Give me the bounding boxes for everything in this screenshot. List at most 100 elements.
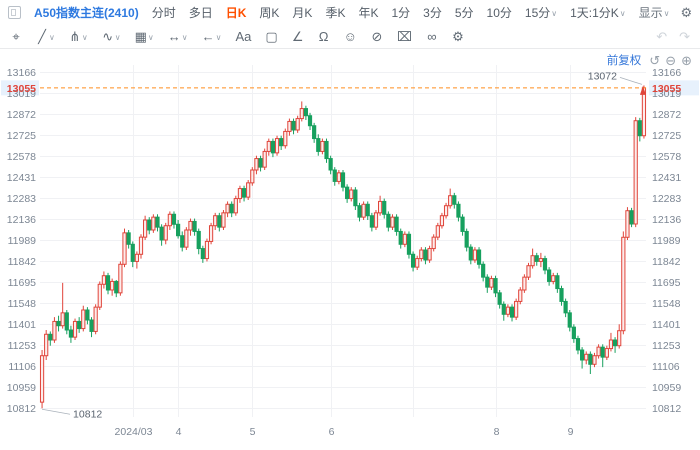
period-item-3分[interactable]: 3分: [423, 5, 442, 20]
period-item-季K[interactable]: 季K: [325, 5, 346, 20]
chevron-down-icon: ∨: [619, 8, 626, 18]
y-tick-right: 11989: [652, 235, 681, 247]
comment-tool[interactable]: ▢: [265, 28, 278, 44]
period-item-日K[interactable]: 日K: [225, 5, 247, 20]
arrow-tool[interactable]: ←∨: [201, 28, 222, 44]
y-tick-right: 12578: [652, 151, 681, 163]
wave-tool[interactable]: ∿ ∨: [102, 28, 121, 44]
measure-tool[interactable]: ↔∨: [167, 28, 188, 44]
y-tick-right: 11548: [652, 298, 681, 310]
y-tick-left: 13019: [7, 88, 36, 100]
price-line-and-labels: [1, 77, 699, 415]
toolbar-icon-group: ⚙▢∨◉⧉✎⤢▥: [681, 6, 700, 19]
y-tick-left: 11253: [8, 340, 37, 352]
settings-gear-icon[interactable]: ⚙: [680, 4, 693, 20]
low-price-annotation: 10812: [73, 408, 102, 420]
x-tick-label: 9: [568, 426, 574, 438]
chevron-down-icon: ∨: [181, 32, 188, 42]
y-tick-left: 12431: [7, 172, 36, 184]
undo-redo-group: ↶ ↷: [656, 30, 690, 43]
candlestick-chart[interactable]: 13166 13166 13019 13019 12872 12872 12725 12725…: [0, 49, 700, 445]
chart-controls: 前复权 ↺ ⊖ ⊕: [607, 52, 692, 68]
y-tick-left: 12578: [7, 151, 36, 163]
y-tick-left: 12283: [7, 193, 36, 205]
cursor-move-tool[interactable]: ⌖: [12, 28, 20, 44]
y-tick-right: 13166: [652, 67, 681, 79]
angle-tool[interactable]: ∠: [291, 28, 304, 44]
period-item-15分[interactable]: 15分∨: [524, 5, 558, 20]
reset-zoom-icon[interactable]: ↺: [649, 52, 661, 68]
emoji-tool[interactable]: ☺: [343, 28, 357, 44]
redo-icon[interactable]: ↷: [679, 28, 690, 44]
y-tick-left: 13166: [7, 67, 36, 79]
y-tick-right: 12283: [652, 193, 681, 205]
y-tick-left: 12136: [7, 214, 36, 226]
y-tick-left: 11695: [8, 277, 37, 289]
y-tick-right: 10959: [652, 382, 681, 394]
y-tick-right: 13019: [652, 88, 681, 100]
top-toolbar: A50指数主连(2410) 分时 多日 日K 周K 月K 季K 年K 1分 3分 5分 10分 15分…: [0, 0, 700, 24]
trend-line-tool[interactable]: ╱ ∨: [38, 28, 55, 44]
chart-area: 前复权 ↺ ⊖ ⊕ 13166 13166 13019 13019 12872 12872 12…: [0, 49, 700, 445]
x-tick-label: 4: [176, 426, 182, 438]
window-layout-icon[interactable]: [8, 5, 21, 19]
y-tick-right: 12725: [652, 130, 681, 142]
y-tick-right: 11695: [652, 277, 681, 289]
link-rings-tool[interactable]: ∞: [427, 28, 437, 44]
y-tick-left: 10812: [7, 403, 36, 415]
chevron-down-icon: ∨: [551, 8, 558, 18]
display-menu[interactable]: 显示∨: [638, 5, 670, 20]
current-price-badge: 13055: [7, 83, 36, 95]
x-tick-label: 2024/03: [115, 426, 153, 438]
y-tick-left: 12872: [7, 109, 36, 121]
period-item-周K[interactable]: 周K: [259, 5, 280, 20]
period-item-月K[interactable]: 月K: [292, 5, 313, 20]
price-adjust-toggle[interactable]: 前复权: [606, 55, 642, 67]
pitchfork-tool[interactable]: ⋔ ∨: [69, 28, 88, 44]
y-tick-right: 11842: [652, 256, 681, 268]
ban-tool[interactable]: ⊘: [371, 28, 383, 44]
period-item-10分[interactable]: 10分: [486, 5, 512, 20]
period-item-1天:1分K[interactable]: 1天:1分K∨: [570, 5, 626, 20]
x-tick-label: 5: [250, 426, 256, 438]
settings-tool[interactable]: ⚙: [452, 28, 464, 44]
symbol-title[interactable]: A50指数主连(2410): [34, 5, 139, 20]
current-price-badge: 13055: [652, 83, 681, 95]
zoom-in-icon[interactable]: ⊕: [681, 52, 692, 68]
period-item-分时[interactable]: 分时: [151, 5, 176, 20]
y-tick-right: 12136: [652, 214, 681, 226]
chevron-down-icon: ∨: [114, 32, 121, 42]
zoom-out-icon[interactable]: ⊖: [665, 52, 677, 68]
y-tick-right: 12431: [652, 172, 681, 184]
y-tick-right: 11401: [652, 319, 681, 331]
text-tool[interactable]: Aa: [235, 28, 252, 44]
x-tick-label: 6: [329, 426, 335, 438]
y-tick-left: 11106: [8, 361, 36, 373]
y-tick-left: 11548: [8, 298, 37, 310]
y-tick-left: 11842: [8, 256, 37, 268]
chevron-down-icon: ∨: [215, 32, 222, 42]
gann-box-tool[interactable]: ▦∨: [134, 28, 154, 44]
undo-icon[interactable]: ↶: [656, 28, 668, 44]
period-item-1分[interactable]: 1分: [391, 5, 411, 20]
chevron-down-icon: ∨: [49, 32, 55, 42]
y-tick-left: 11401: [8, 319, 37, 331]
price-arrow-icon: [639, 85, 646, 95]
chevron-down-icon: ∨: [81, 32, 88, 42]
period-item-多日[interactable]: 多日: [188, 5, 213, 20]
toolbar-right-cluster: 显示∨ ⚙▢∨◉⧉✎⤢▥: [639, 4, 700, 21]
y-tick-left: 12725: [7, 130, 36, 142]
y-tick-right: 12872: [652, 109, 681, 121]
period-item-5分[interactable]: 5分: [454, 5, 474, 20]
drawing-tools-group: ⌖ ╱ ∨ ⋔ ∨ ∿ ∨ ▦∨ ↔∨ ←∨ Aa ▢ ∠ Ω ☺ ⊘ ⌧ ∞ ⚙: [10, 30, 464, 43]
high-price-annotation: 13072: [588, 70, 617, 82]
x-tick-label: 8: [494, 426, 500, 438]
period-item-年K[interactable]: 年K: [358, 5, 379, 20]
gridlines: [40, 65, 646, 417]
y-tick-left: 10959: [7, 382, 36, 394]
magnet-tool[interactable]: Ω: [318, 28, 329, 44]
chevron-down-icon: ∨: [147, 32, 154, 42]
y-tick-right: 10812: [652, 403, 681, 415]
trash-tool[interactable]: ⌧: [396, 28, 412, 44]
drawing-toolbar: ⌖ ╱ ∨ ⋔ ∨ ∿ ∨ ▦∨ ↔∨ ←∨ Aa ▢ ∠ Ω ☺ ⊘ ⌧ ∞ ⚙ ↶ ↷: [0, 24, 700, 49]
